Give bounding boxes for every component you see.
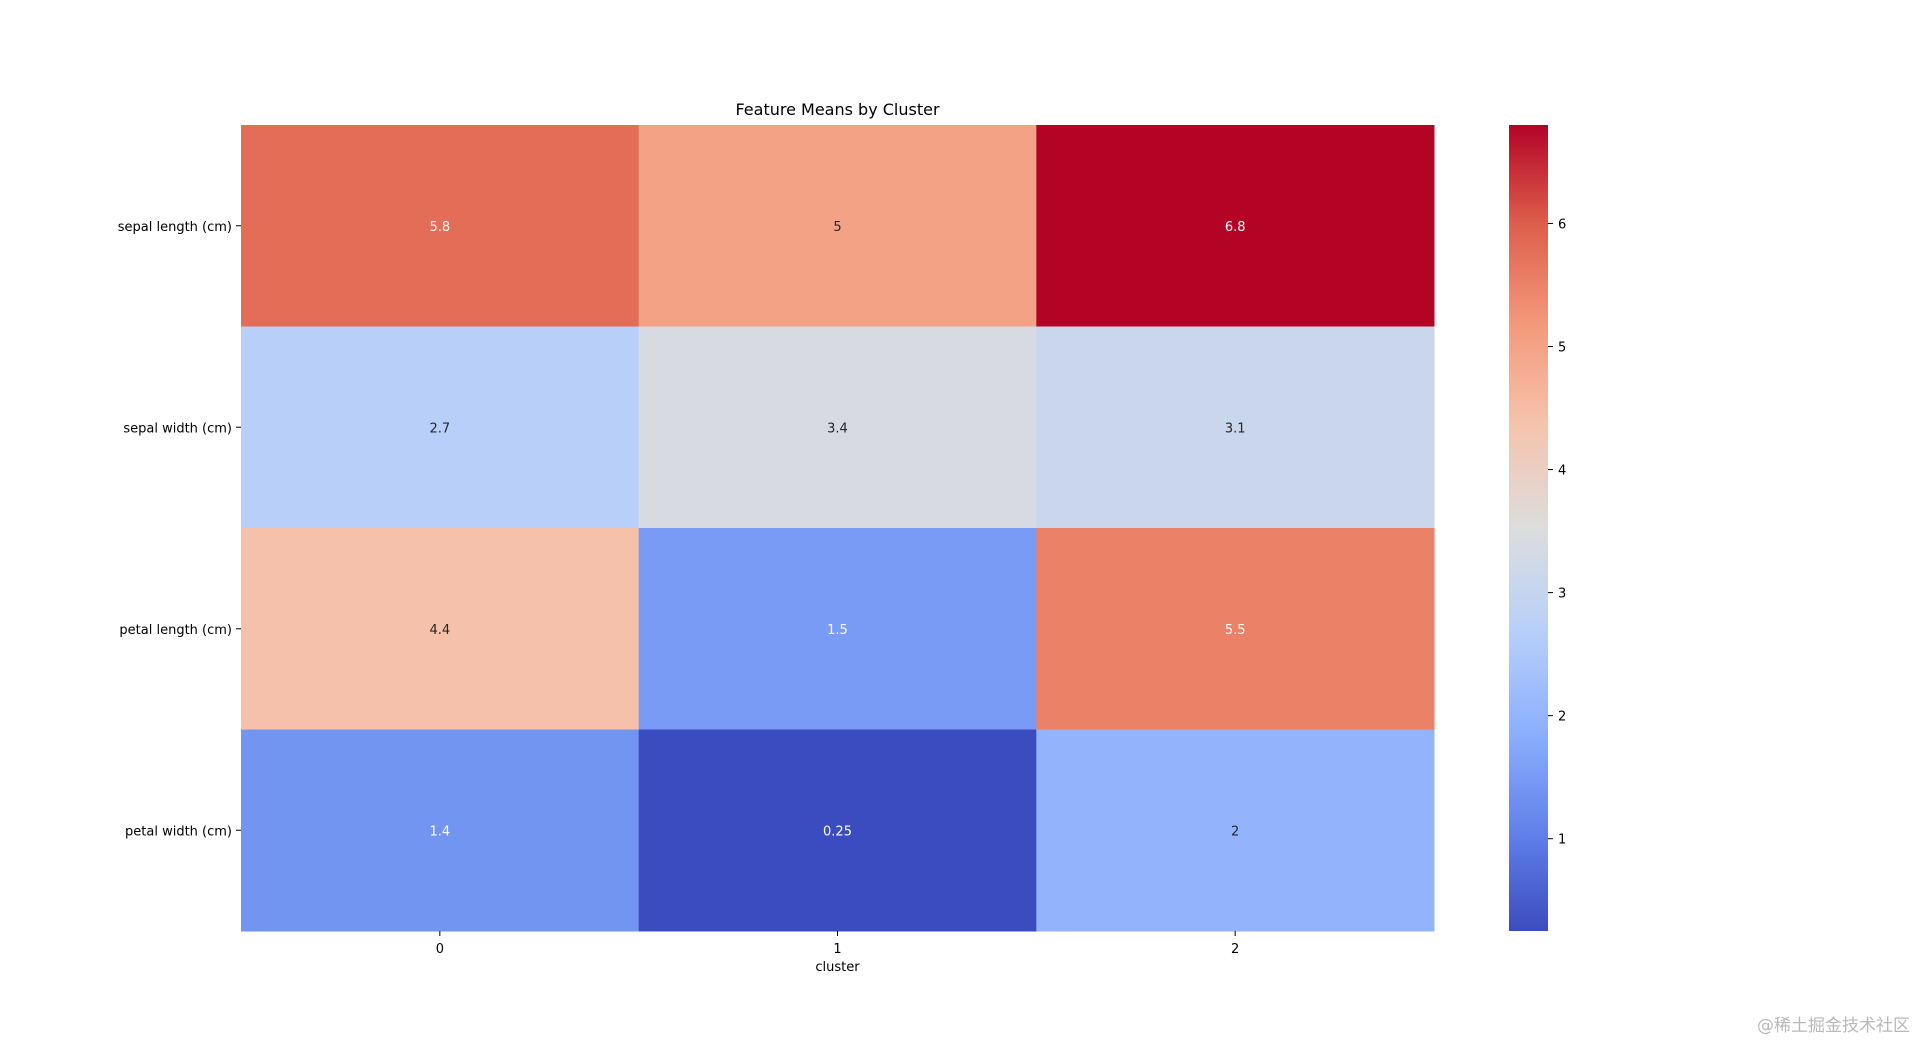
heatmap-cell (241, 528, 640, 730)
x-tick-label: 0 (436, 942, 444, 957)
colorbar-tick-label: 3 (1558, 587, 1566, 602)
cell-annotation: 5.8 (429, 220, 450, 235)
colorbar-tick-label: 1 (1558, 833, 1566, 848)
cell-annotation: 3.1 (1225, 421, 1246, 436)
cell-annotation: 6.8 (1225, 220, 1246, 235)
colorbar: 1 2 3 4 5 6 (1509, 125, 1566, 931)
y-tick-label: sepal length (cm) (118, 220, 232, 235)
cell-annotation: 2.7 (429, 421, 450, 436)
cell-annotation: 1.5 (827, 623, 848, 638)
colorbar-gradient (1509, 125, 1548, 931)
heatmap-cell (241, 125, 640, 327)
watermark-text: @稀土掘金技术社区 (1757, 1016, 1910, 1036)
heatmap-cell (638, 326, 1037, 529)
x-axis-label: cluster (815, 960, 860, 975)
y-tick-label: petal length (cm) (119, 623, 232, 638)
x-tick-label: 1 (833, 942, 841, 957)
x-axis: 0 1 2 (436, 931, 1239, 957)
heatmap-cell (1036, 528, 1435, 730)
heatmap-cell (1036, 125, 1435, 327)
cell-annotation: 3.4 (827, 421, 848, 436)
cell-annotation: 4.4 (429, 623, 450, 638)
cell-annotation: 5 (833, 220, 841, 235)
heatmap-cells: 5.8 5 6.8 2.7 3.4 3.1 4.4 1.5 5.5 1.4 0.25 2 (241, 125, 1435, 932)
heatmap-cell (1036, 326, 1435, 529)
heatmap-cell (638, 528, 1037, 730)
heatmap-cell (241, 326, 640, 529)
colorbar-tick-label: 6 (1558, 217, 1566, 232)
colorbar-tick-label: 5 (1558, 340, 1566, 355)
heatmap-cell (638, 125, 1037, 327)
y-tick-label: petal width (cm) (125, 824, 232, 839)
y-axis: sepal length (cm) sepal width (cm) petal l… (118, 220, 241, 839)
cell-annotation: 2 (1231, 824, 1239, 839)
heatmap-cell (1036, 729, 1435, 932)
colorbar-tick-label: 2 (1558, 710, 1566, 725)
cell-annotation: 0.25 (823, 824, 852, 839)
heatmap-cell (638, 729, 1037, 932)
chart-title: Feature Means by Cluster (735, 100, 939, 119)
x-tick-label: 2 (1231, 942, 1239, 957)
cell-annotation: 1.4 (429, 824, 450, 839)
cell-annotation: 5.5 (1225, 623, 1246, 638)
y-tick-label: sepal width (cm) (123, 421, 232, 436)
heatmap-cell (241, 729, 640, 932)
colorbar-tick-label: 4 (1558, 464, 1566, 479)
